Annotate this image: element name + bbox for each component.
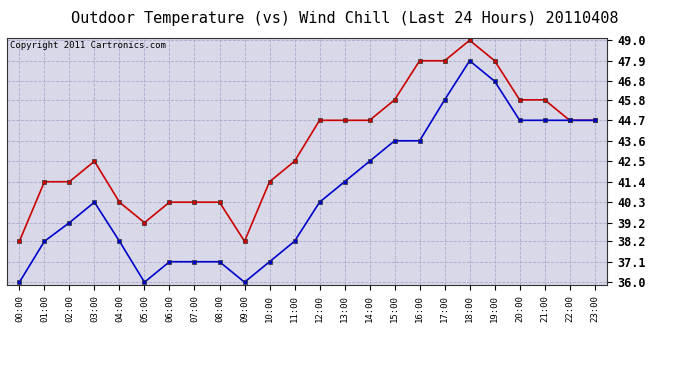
Text: Outdoor Temperature (vs) Wind Chill (Last 24 Hours) 20110408: Outdoor Temperature (vs) Wind Chill (Las…: [71, 11, 619, 26]
Text: Copyright 2011 Cartronics.com: Copyright 2011 Cartronics.com: [10, 41, 166, 50]
